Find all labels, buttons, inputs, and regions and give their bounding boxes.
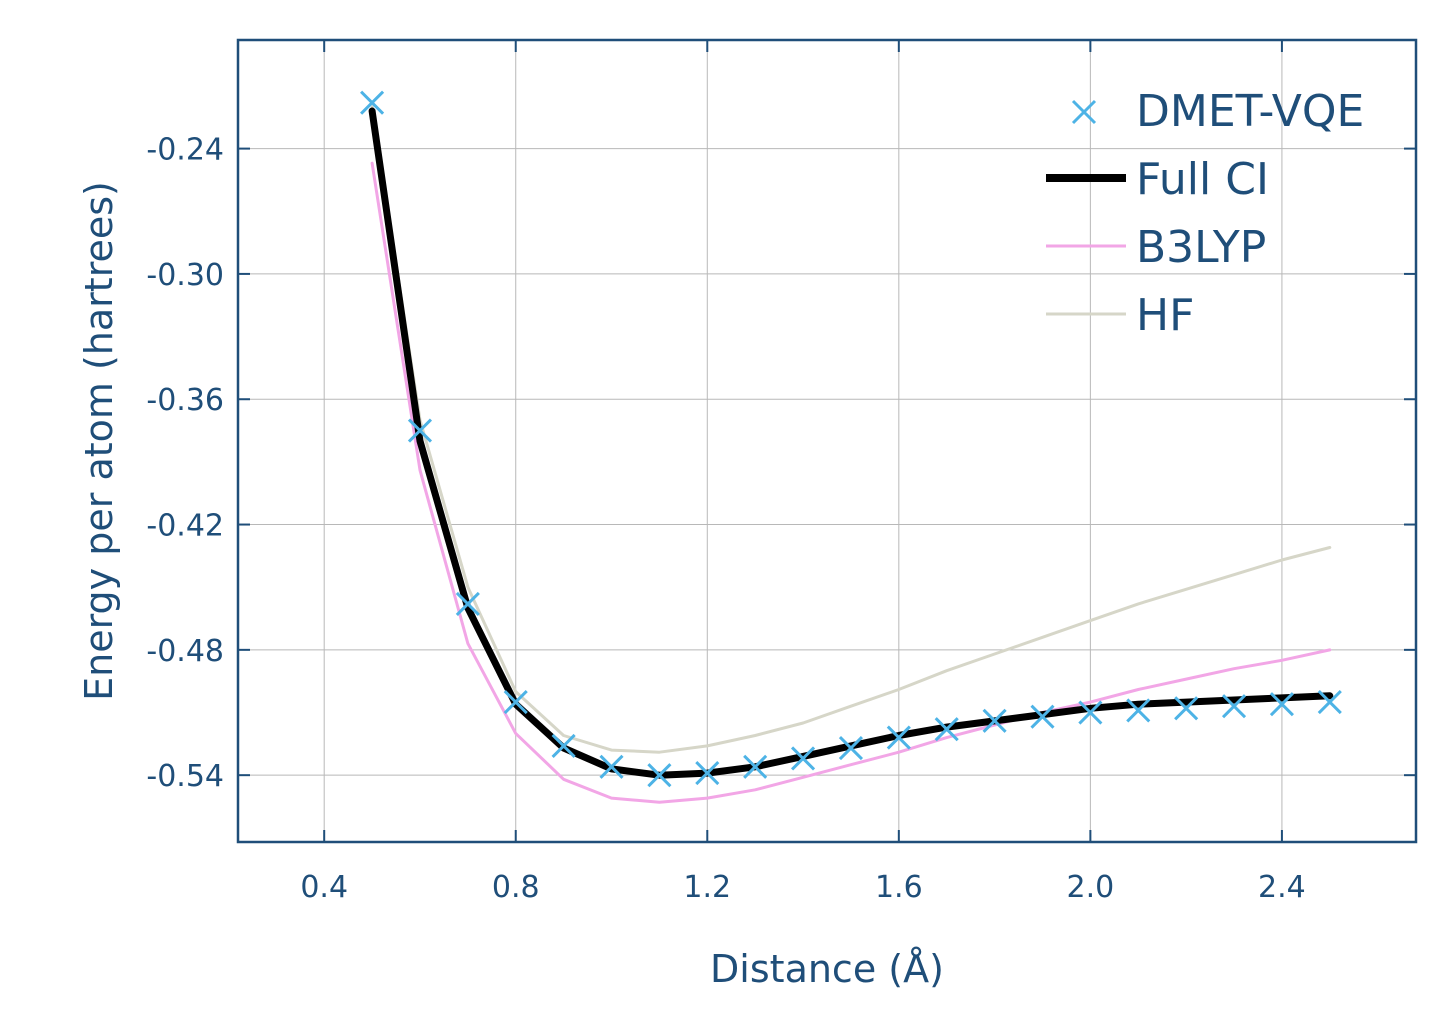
legend-label-b3lyp: B3LYP: [1136, 222, 1266, 273]
y-tick-label: -0.48: [146, 634, 224, 669]
plot-frame: [236, 38, 1418, 844]
grid: [238, 40, 1416, 842]
data-point-dmet-vqe: [647, 763, 672, 788]
data-point-dmet-vqe: [551, 733, 576, 758]
data-point-dmet-vqe: [1221, 694, 1247, 719]
x-tick-label: 1.6: [875, 870, 923, 905]
data-point-dmet-vqe: [743, 754, 768, 779]
data-point-dmet-vqe: [360, 90, 385, 115]
series-dmet-vqe: [360, 90, 1342, 788]
series-line-b3lyp: [370, 161, 1332, 804]
data-point-dmet-vqe: [1078, 700, 1103, 725]
x-tick-label: 2.4: [1258, 870, 1306, 905]
data-point-dmet-vqe: [695, 761, 720, 786]
data-point-dmet-vqe: [407, 418, 433, 443]
data-point-dmet-vqe: [790, 746, 816, 771]
y-tick-label: -0.54: [146, 759, 224, 794]
y-tick-label: -0.36: [146, 383, 224, 418]
data-point-dmet-vqe: [982, 708, 1007, 733]
data-point-dmet-vqe: [838, 735, 864, 761]
legend-entry-full-ci: Full CI: [1046, 154, 1269, 205]
data-point-dmet-vqe: [599, 754, 624, 779]
data-point-dmet-vqe: [1030, 704, 1055, 729]
data-point-dmet-vqe: [886, 725, 911, 750]
data-point-dmet-vqe: [934, 717, 959, 742]
legend-entry-b3lyp: B3LYP: [1046, 222, 1266, 273]
series-layer: [360, 90, 1342, 804]
data-point-dmet-vqe: [455, 591, 480, 616]
data-point-dmet-vqe: [503, 690, 528, 715]
data-point-dmet-vqe: [1174, 696, 1199, 721]
x-tick-label: 1.2: [683, 870, 731, 905]
legend-entry-hf: HF: [1046, 290, 1194, 341]
x-tick-label: 2.0: [1067, 870, 1115, 905]
legend-label-dmet-vqe: DMET-VQE: [1136, 86, 1364, 137]
data-point-dmet-vqe: [1126, 698, 1151, 723]
series-line-hf: [370, 105, 1332, 754]
legend-label-hf: HF: [1136, 290, 1194, 341]
legend: DMET-VQE Full CI B3LYP HF: [1046, 86, 1364, 341]
x-tick-label: 0.4: [300, 870, 348, 905]
data-point-dmet-vqe: [1269, 692, 1294, 717]
data-point-dmet-vqe: [1317, 690, 1342, 715]
x-tick-label: 0.8: [492, 870, 540, 905]
y-tick-label: -0.42: [146, 509, 224, 544]
legend-label-full-ci: Full CI: [1136, 154, 1269, 205]
x-axis-label: Distance (Å): [710, 947, 944, 991]
legend-entry-dmet-vqe: DMET-VQE: [1071, 86, 1364, 137]
ticks: 0.4 0.8 1.2 1.6 2.0 2.4 -0.24 -0.30 -0.36 -0.42 -0…: [146, 40, 1416, 905]
y-axis-label: Energy per atom (hartrees): [77, 181, 121, 701]
y-tick-label: -0.30: [146, 258, 224, 293]
y-tick-label: -0.24: [146, 133, 224, 168]
legend-swatch-dmet-vqe: [1071, 99, 1097, 125]
